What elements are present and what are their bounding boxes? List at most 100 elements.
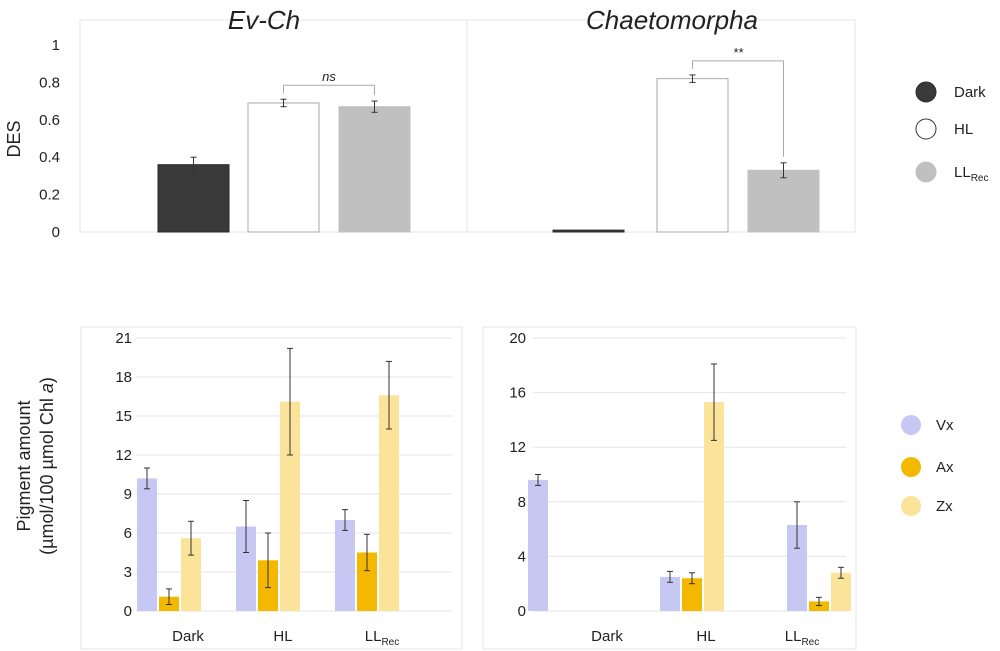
x-category-label: LLRec	[785, 628, 819, 648]
error-bar	[342, 509, 348, 531]
panel-title: Chaetomorpha	[586, 5, 758, 35]
error-bar	[794, 501, 800, 549]
bar-zx-hl	[280, 401, 300, 611]
bar-vx-hl	[236, 526, 256, 611]
significance-bracket: ns	[283, 69, 375, 96]
des-legend: Dark HL LLRec	[915, 81, 988, 184]
y-tick-label: 0	[124, 603, 132, 620]
y-tick-label: 12	[509, 439, 526, 456]
bar-zx-ll	[831, 572, 851, 611]
legend-marker	[901, 457, 921, 477]
plot-frame	[482, 326, 857, 650]
error-bar	[280, 98, 287, 108]
error-bar	[535, 474, 541, 486]
error-bar	[166, 588, 172, 605]
plot-frame	[80, 326, 463, 650]
error-bar	[838, 566, 844, 579]
bar-ax-ll	[357, 552, 377, 611]
legend-label: LLRec	[954, 164, 988, 184]
y-tick-label: 20	[509, 330, 526, 347]
error-bar	[371, 100, 378, 113]
x-category-label: HL	[696, 628, 715, 645]
y-tick-label: 0	[518, 603, 526, 620]
x-axis: Dark HL LLRec	[172, 628, 399, 648]
des-panel-des-evch: Ev-Ch ns	[157, 5, 411, 233]
panel-title: Ev-Ch	[228, 5, 300, 35]
legend-item-zx: Zx	[901, 496, 953, 516]
legend-label: HL	[954, 121, 973, 138]
legend-marker	[901, 496, 921, 516]
error-bar	[188, 520, 194, 556]
bar-llrec	[747, 169, 820, 233]
bar-ax-ll	[809, 601, 829, 611]
y-tick-label: 4	[518, 548, 526, 565]
y-label-line1: Pigment amount	[14, 400, 34, 531]
error-bar	[265, 532, 271, 589]
bar-dark	[157, 164, 230, 233]
legend-item-vx: Vx	[901, 415, 954, 435]
y-tick-label: 1	[52, 37, 60, 54]
y-tick-label: 15	[115, 408, 132, 425]
y-tick-label: 21	[115, 330, 132, 347]
legend-item-hl: HL	[915, 118, 973, 140]
y-tick-label: 0.2	[39, 187, 60, 204]
pigment-y-axis-label: Pigment amount (µmol/100 µmol Chl a)	[14, 377, 57, 555]
bar-ax-hl	[682, 578, 702, 611]
bracket-line	[692, 60, 784, 157]
error-bar	[190, 156, 197, 173]
des-y-axis-label: DES	[4, 120, 24, 157]
x-category-label: Dark	[591, 628, 623, 645]
y-tick-label: 16	[509, 385, 526, 402]
error-bar	[816, 596, 822, 607]
y-tick-label: 12	[115, 447, 132, 464]
bar-zx-ll	[379, 395, 399, 611]
x-axis: Dark HL LLRec	[591, 628, 819, 648]
bar-vx-ll	[787, 525, 807, 611]
significance-label: **	[733, 45, 744, 60]
bar-dark	[552, 229, 625, 233]
legend-marker	[915, 81, 937, 103]
error-bar	[144, 467, 150, 490]
bar-zx-dark	[181, 538, 201, 611]
legend-label: Dark	[954, 84, 986, 101]
y-tick-label: 0.8	[39, 74, 60, 91]
legend-label: Vx	[936, 417, 954, 434]
legend-marker	[915, 118, 937, 140]
error-bar	[689, 74, 696, 83]
y-tick-label: 0	[52, 224, 60, 241]
y-tick-label: 18	[115, 369, 132, 386]
error-bar	[711, 363, 717, 441]
bar-hl	[247, 102, 320, 233]
pigment-panel-pig-chaeto: 0 4 8 12 16 20 Dark HL LLRec	[482, 326, 857, 650]
pigment-legend: Vx Ax Zx	[901, 415, 954, 516]
pigment-panel-pig-evch: 0 3 6 9 12 15 18 21 Dark HL LLRec	[80, 326, 463, 650]
des-y-axis: 0 0.2 0.4 0.6 0.8 1	[39, 37, 60, 241]
legend-marker	[915, 161, 937, 183]
bar-llrec	[338, 106, 411, 233]
error-bar	[364, 533, 370, 572]
bar-zx-hl	[704, 402, 724, 611]
x-category-label: Dark	[172, 628, 204, 645]
y-tick-label: 3	[124, 564, 132, 581]
significance-bracket: **	[692, 45, 784, 157]
bar-vx-dark	[528, 479, 548, 611]
des-panel-des-chaeto: Chaetomorpha **	[552, 5, 820, 233]
error-bar	[780, 162, 787, 179]
y-tick-label: 9	[124, 486, 132, 503]
legend-marker	[901, 415, 921, 435]
error-bar	[667, 570, 673, 583]
x-category-label: LLRec	[365, 628, 399, 648]
error-bar	[689, 572, 695, 585]
bar-hl	[656, 78, 729, 233]
error-bar	[386, 360, 392, 430]
bracket-line	[283, 84, 375, 96]
y-tick-label: 6	[124, 525, 132, 542]
y-tick-label: 8	[518, 494, 526, 511]
legend-item-llrec: LLRec	[915, 161, 988, 184]
y-label-line2: (µmol/100 µmol Chl a)	[37, 377, 57, 555]
significance-label: ns	[322, 69, 336, 84]
legend-label: Zx	[936, 498, 953, 515]
y-tick-label: 0.4	[39, 149, 60, 166]
bar-vx-ll	[335, 520, 355, 611]
legend-item-dark: Dark	[915, 81, 986, 103]
